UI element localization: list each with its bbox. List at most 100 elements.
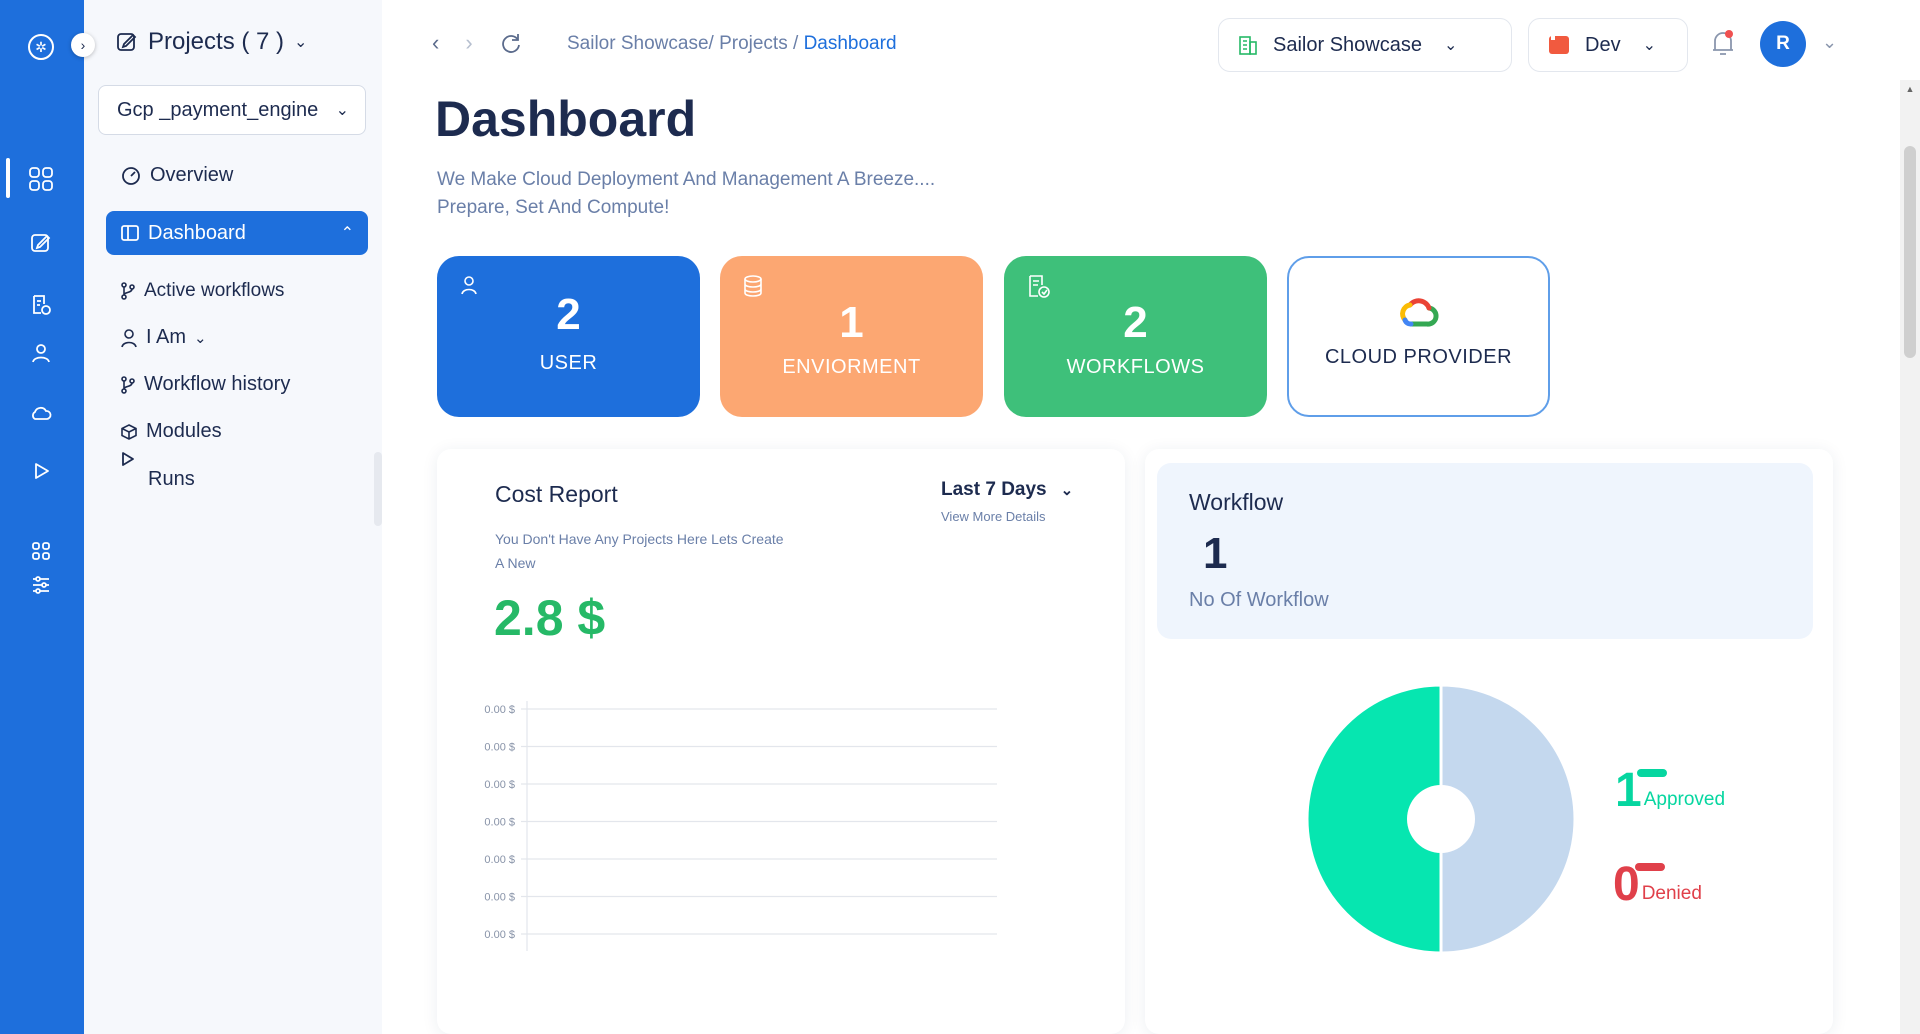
- building-icon: [1239, 36, 1257, 55]
- pie-slice-approved[interactable]: [1307, 685, 1443, 953]
- sliders-icon[interactable]: [26, 570, 56, 600]
- refresh-icon[interactable]: [499, 31, 523, 55]
- stat-value: 2: [1123, 298, 1148, 347]
- play-icon[interactable]: [26, 456, 56, 486]
- legend-label: Approved: [1643, 789, 1726, 810]
- user-icon: [461, 276, 477, 295]
- y-tick-label: 0.00 $: [484, 817, 515, 829]
- cloud-icon[interactable]: [26, 398, 56, 428]
- grid-icon[interactable]: [26, 164, 56, 194]
- legend-approved: 1 Approved: [1615, 767, 1725, 815]
- y-tick-label: 0.00 $: [484, 892, 515, 904]
- google-cloud-icon: [1399, 298, 1439, 327]
- user-icon[interactable]: [26, 338, 56, 368]
- database-icon: [744, 275, 762, 297]
- sidebar-item-runs[interactable]: Runs: [120, 448, 195, 491]
- breadcrumb: Sailor Showcase/ Projects / Dashboard: [567, 33, 897, 55]
- env-selector[interactable]: Dev ⌄: [1528, 18, 1688, 72]
- y-tick-label: 0.00 $: [484, 742, 515, 754]
- play-icon: [122, 452, 134, 466]
- chevron-down-icon: ⌄: [335, 102, 349, 119]
- workflow-donut-chart: [1307, 685, 1575, 953]
- active-indicator: [6, 158, 10, 198]
- branch-icon: [121, 375, 135, 394]
- sidebar-item-dashboard[interactable]: Dashboard ⌃: [106, 211, 368, 255]
- range-label: Last 7 Days: [941, 479, 1047, 500]
- chevron-down-icon[interactable]: ⌄: [1822, 32, 1838, 52]
- projects-label: Projects ( 7 ): [148, 28, 285, 55]
- stat-value: 2: [556, 290, 581, 339]
- legend-denied: 0 Denied: [1613, 861, 1702, 909]
- sidebar-item-label: Dashboard: [148, 221, 246, 244]
- sidebar-item-label: Workflow history: [144, 373, 291, 395]
- stat-card-environment[interactable]: 1 ENVIORMENT: [720, 256, 983, 417]
- legend-label: Denied: [1641, 883, 1702, 904]
- projects-dropdown[interactable]: Projects ( 7 ) ⌄: [116, 28, 307, 56]
- sidebar-scrollbar[interactable]: [374, 452, 382, 526]
- cost-line-chart: 0.00 $ 0.00 $ 0.00 $ 0.00 $ 0.00 $ 0.00 $ 0.00…: [484, 701, 997, 951]
- stat-card-workflows[interactable]: 2 WORKFLOWS: [1004, 256, 1267, 417]
- sidebar-item-active-workflows[interactable]: Active workflows: [120, 280, 284, 302]
- legend-swatch: [1637, 769, 1667, 777]
- subtitle-line: We Make Cloud Deployment And Management …: [437, 169, 936, 190]
- subtitle-line: Prepare, Set And Compute!: [437, 197, 670, 218]
- scroll-up-arrow-icon[interactable]: ▲: [1905, 84, 1915, 94]
- environment-icon: [1549, 36, 1569, 54]
- apps-icon[interactable]: [26, 536, 56, 566]
- cost-report-title: Cost Report: [495, 481, 618, 507]
- stat-value: 1: [839, 298, 864, 347]
- edit-icon[interactable]: [26, 228, 56, 258]
- page-title: Dashboard: [435, 91, 697, 147]
- workflow-doc-icon: [1029, 275, 1050, 298]
- cost-empty-note: You Don't Have Any Projects Here Lets Cr…: [495, 531, 784, 571]
- logo-icon[interactable]: ✲: [28, 34, 54, 60]
- range-dropdown[interactable]: Last 7 Days ⌄: [941, 479, 1073, 501]
- y-tick-label: 0.00 $: [484, 854, 515, 866]
- chevron-down-icon: ⌄: [1642, 37, 1656, 54]
- donut-hole: [1407, 785, 1475, 853]
- chevron-up-icon: ⌃: [340, 225, 354, 242]
- view-more-link[interactable]: View More Details: [941, 509, 1046, 524]
- pie-slice-denied[interactable]: [1439, 685, 1575, 953]
- stat-label: CLOUD PROVIDER: [1324, 346, 1513, 368]
- sidebar-item-label: Active workflows: [144, 280, 285, 301]
- project-select[interactable]: Gcp _payment_engine ⌄: [98, 85, 366, 135]
- workflow-subtitle: No Of Workflow: [1189, 589, 1329, 611]
- back-arrow-icon[interactable]: ‹: [432, 30, 440, 55]
- dashboard-icon: [121, 225, 139, 241]
- sidebar-item-overview[interactable]: Overview: [120, 164, 233, 187]
- workflow-card: Workflow 1 No Of Workflow 1 Approved 0 D…: [1145, 449, 1833, 1034]
- page-subtitle: We Make Cloud Deployment And Management …: [437, 166, 997, 222]
- branch-icon: [121, 282, 135, 300]
- workflow-doc-icon[interactable]: [26, 290, 56, 320]
- chevron-down-icon: ⌄: [294, 34, 308, 51]
- y-tick-label: 0.00 $: [484, 779, 515, 791]
- sidebar-item-iam[interactable]: I Am ⌄: [120, 326, 207, 349]
- cost-total: 2.8 $: [494, 590, 606, 646]
- breadcrumb-parent[interactable]: Sailor Showcase/ Projects: [567, 33, 788, 54]
- chevron-down-icon: ⌄: [1060, 482, 1074, 499]
- sidebar-item-workflow-history[interactable]: Workflow history: [120, 373, 290, 396]
- project-sidebar: Projects ( 7 ) ⌄ Gcp _payment_engine ⌄ O…: [84, 0, 382, 1034]
- edit-icon: [117, 33, 137, 51]
- forward-arrow-icon[interactable]: ›: [465, 30, 473, 55]
- sidebar-item-modules[interactable]: Modules: [120, 420, 222, 443]
- scrollbar-thumb[interactable]: [1904, 146, 1916, 358]
- icon-rail: ✲ ›: [0, 0, 95, 1034]
- stat-card-users[interactable]: 2 USER: [437, 256, 700, 417]
- page-scrollbar[interactable]: ▲: [1900, 80, 1920, 1034]
- chevron-down-icon: ⌄: [1443, 37, 1458, 54]
- stat-label: ENVIORMENT: [782, 356, 921, 378]
- stat-card-cloud-provider[interactable]: CLOUD PROVIDER: [1287, 256, 1550, 417]
- breadcrumb-current[interactable]: Dashboard: [803, 33, 897, 54]
- sidebar-item-label: Runs: [148, 468, 195, 490]
- selected-project: Gcp _payment_engine: [117, 98, 319, 121]
- avatar[interactable]: R: [1760, 21, 1806, 67]
- bell-icon[interactable]: [1710, 28, 1736, 58]
- env-selector-label: Dev: [1585, 33, 1621, 56]
- collapse-toggle-icon[interactable]: ›: [71, 33, 95, 57]
- sidebar-item-label: Overview: [150, 164, 234, 186]
- org-selector[interactable]: Sailor Showcase ⌄: [1218, 18, 1512, 72]
- sidebar-item-label: Modules: [146, 420, 222, 442]
- org-selector-label: Sailor Showcase: [1273, 33, 1422, 56]
